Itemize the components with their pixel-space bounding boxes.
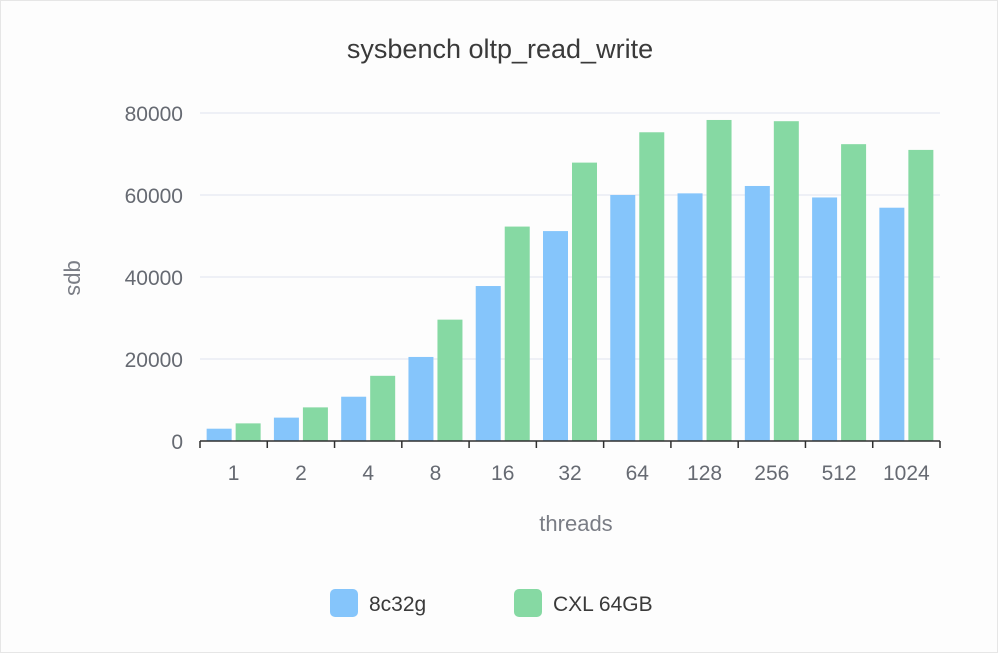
bar-8c32g-512 [812,197,838,441]
x-tick-label: 1 [228,462,240,485]
legend-swatch [330,589,358,617]
x-tick-label: 32 [558,462,581,485]
bar-cxl-64gb-1 [235,423,261,441]
bar-cxl-64gb-128 [706,119,732,441]
y-tick-label: 60000 [125,185,183,208]
bar-8c32g-1024 [879,207,905,441]
y-axis-ticks: 0 20000 40000 60000 80000 [125,103,183,454]
bar-8c32g-32 [543,231,568,441]
legend: 8c32g CXL 64GB [330,589,653,617]
y-axis-title: qps [63,260,88,295]
bar-8c32g-4 [341,396,367,441]
y-tick-label: 80000 [125,103,183,126]
x-tick-label: 128 [687,462,722,485]
bar-8c32g-1 [206,428,232,441]
y-tick-label: 40000 [125,267,183,290]
x-tick-label: 512 [822,462,857,485]
y-tick-label: 20000 [125,349,183,372]
bar-8c32g-128 [677,193,703,441]
legend-swatch [514,589,542,617]
bar-cxl-64gb-1024 [908,149,934,441]
x-axis-ticks: 1 2 4 8 16 32 64 128 256 512 1024 [199,441,941,485]
bar-8c32g-2 [273,417,299,441]
bar-8c32g-256 [744,185,770,441]
bar-cxl-64gb-16 [504,226,530,441]
x-tick-label: 256 [754,462,789,485]
y-tick-label: 0 [171,431,183,454]
x-tick-label: 64 [626,462,650,485]
bar-8c32g-16 [475,286,501,441]
x-tick-label: 1024 [883,462,930,485]
x-tick-label: 16 [491,462,514,485]
bar-cxl-64gb-32 [572,162,597,442]
x-tick-label: 4 [362,462,374,485]
legend-label: CXL 64GB [553,593,653,616]
bar-cxl-64gb-2 [302,407,328,441]
chart-title: sysbench oltp_read_write [347,34,653,64]
bars [206,119,934,442]
bar-8c32g-8 [408,356,434,441]
bar-cxl-64gb-64 [639,132,665,441]
x-tick-label: 8 [430,462,442,485]
bar-cxl-64gb-8 [437,319,463,441]
bar-8c32g-64 [610,195,636,441]
bar-cxl-64gb-512 [841,144,867,441]
bar-cxl-64gb-4 [370,375,396,441]
x-axis-title: threads [539,511,612,536]
bar-cxl-64gb-256 [773,121,799,441]
legend-label: 8c32g [369,593,426,616]
x-tick-label: 2 [295,462,307,485]
